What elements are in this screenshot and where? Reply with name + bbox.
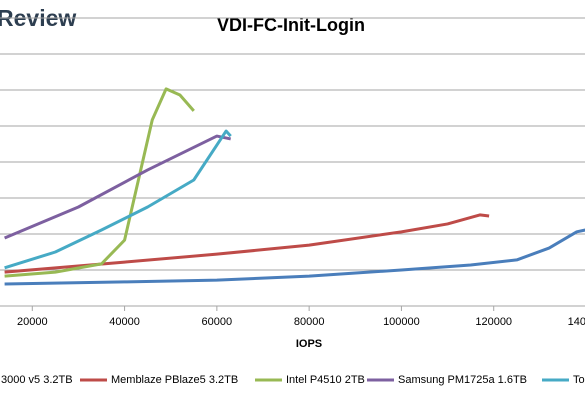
series-line	[4, 213, 490, 274]
x-tick-label: 80000	[294, 316, 325, 328]
x-tick-label: 100000	[383, 316, 420, 328]
legend-label: Memblaze PBlaze5 3.2TB	[111, 374, 238, 386]
legend-label: 3000 v5 3.2TB	[1, 374, 73, 386]
series-line	[4, 228, 585, 286]
x-axis-label: IOPS	[296, 338, 322, 350]
x-tick-label: 20000	[17, 316, 48, 328]
series-line	[4, 129, 232, 270]
legend-label: Samsung PM1725a 1.6TB	[398, 374, 527, 386]
x-tick-label: 40000	[109, 316, 140, 328]
legend-label: Tos	[573, 374, 585, 386]
x-tick-label: 140000	[568, 316, 585, 328]
series-line	[4, 87, 195, 278]
x-tick-label: 60000	[202, 316, 233, 328]
chart-title: VDI-FC-Init-Login	[217, 15, 365, 35]
legend-label: Intel P4510 2TB	[286, 374, 365, 386]
x-tick-label: 120000	[475, 316, 512, 328]
